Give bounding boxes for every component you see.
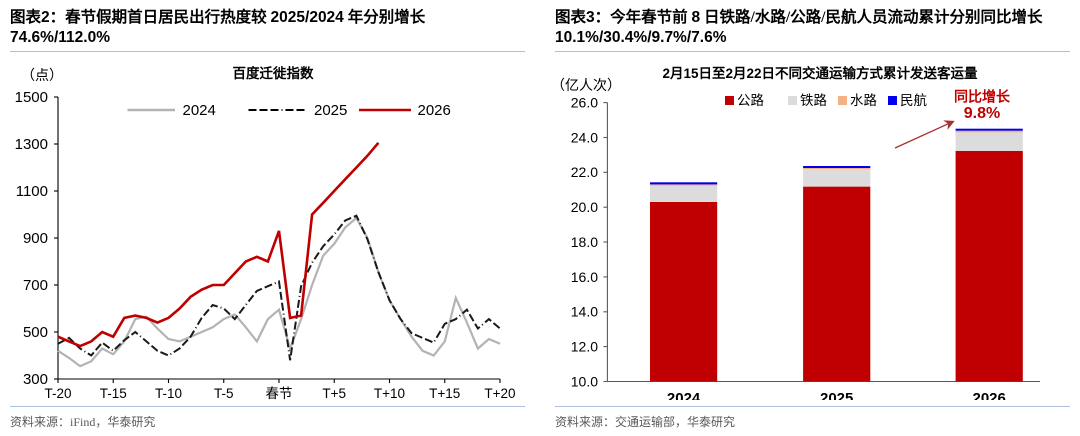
svg-text:26.0: 26.0 — [571, 95, 598, 111]
svg-text:（点）: （点） — [21, 68, 63, 84]
svg-text:T-15: T-15 — [100, 386, 127, 400]
svg-text:500: 500 — [23, 324, 48, 341]
svg-text:T-20: T-20 — [44, 386, 71, 400]
svg-text:2025: 2025 — [314, 102, 347, 119]
svg-text:14.0: 14.0 — [571, 304, 598, 320]
svg-text:2026: 2026 — [418, 102, 451, 119]
svg-text:9.8%: 9.8% — [964, 105, 1000, 122]
svg-text:同比增长: 同比增长 — [954, 89, 1011, 106]
svg-text:700: 700 — [23, 277, 48, 294]
svg-text:水路: 水路 — [850, 93, 878, 108]
svg-text:22.0: 22.0 — [571, 164, 598, 180]
svg-text:春节: 春节 — [266, 386, 293, 400]
svg-text:T+15: T+15 — [429, 386, 460, 400]
svg-text:18.0: 18.0 — [571, 234, 598, 250]
svg-text:20.0: 20.0 — [571, 199, 598, 215]
svg-text:1100: 1100 — [16, 183, 48, 200]
svg-text:1300: 1300 — [15, 136, 48, 153]
svg-text:2024: 2024 — [667, 390, 701, 400]
svg-text:（亿人次）: （亿人次） — [551, 78, 621, 94]
svg-text:公路: 公路 — [737, 93, 765, 108]
svg-text:24.0: 24.0 — [571, 129, 598, 145]
svg-text:12.0: 12.0 — [571, 339, 598, 355]
svg-text:900: 900 — [23, 230, 48, 247]
svg-text:2026: 2026 — [973, 390, 1006, 400]
svg-text:T+20: T+20 — [484, 386, 515, 400]
svg-text:10.0: 10.0 — [571, 373, 598, 389]
svg-text:铁路: 铁路 — [800, 93, 828, 108]
svg-text:2024: 2024 — [183, 102, 216, 119]
svg-text:1500: 1500 — [15, 89, 48, 106]
svg-text:T-5: T-5 — [214, 386, 234, 400]
svg-text:民航: 民航 — [900, 93, 928, 108]
svg-text:16.0: 16.0 — [571, 269, 598, 285]
svg-text:T+10: T+10 — [374, 386, 405, 400]
svg-text:T+5: T+5 — [322, 386, 346, 400]
svg-text:2025: 2025 — [820, 390, 853, 400]
svg-text:T-10: T-10 — [155, 386, 182, 400]
